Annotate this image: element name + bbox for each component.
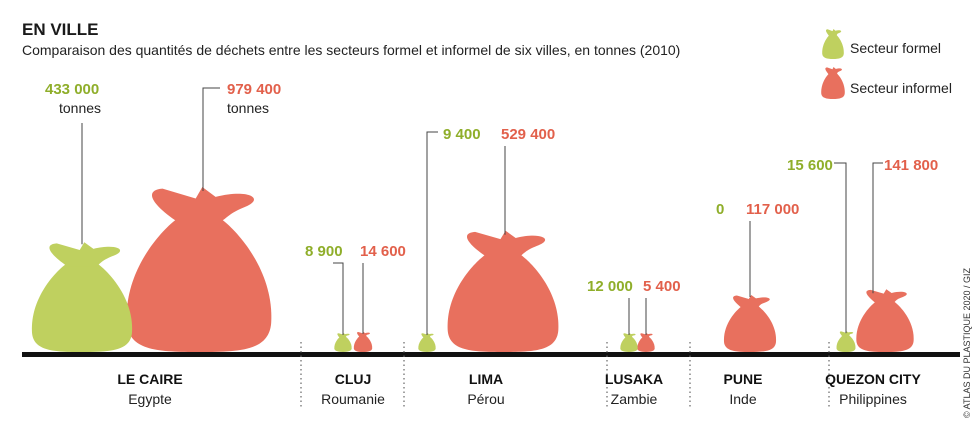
legend-label-informal: Secteur informel <box>850 80 952 96</box>
legend-item-informal: Secteur informel <box>821 67 952 99</box>
bag-formal-1 <box>334 333 352 352</box>
country-name-5: Philippines <box>839 391 907 407</box>
city-name-3: LUSAKA <box>605 371 663 387</box>
country-name-2: Pérou <box>467 391 504 407</box>
value-label-formal-3: 12 000 <box>587 278 633 295</box>
credit-text: © ATLAS DU PLASTIQUE 2020 / GIZ <box>962 267 972 418</box>
unit-label-informal-0: tonnes <box>227 100 269 116</box>
value-label-informal-5: 141 800 <box>884 157 938 174</box>
country-name-3: Zambie <box>611 391 658 407</box>
legend-swatch-formal <box>822 29 844 59</box>
unit-label-formal-0: tonnes <box>59 100 101 116</box>
bag-formal-3 <box>620 333 638 352</box>
bag-formal-2 <box>418 333 436 352</box>
city-dividers <box>300 342 830 408</box>
bag-formal-0 <box>31 242 133 352</box>
bag-informal-0 <box>126 187 272 352</box>
baseline <box>22 352 960 357</box>
leader-lines <box>81 87 883 335</box>
chart-subtitle: Comparaison des quantités de déchets ent… <box>22 42 680 58</box>
bag-informal-1 <box>353 331 373 352</box>
legend-swatch-informal <box>821 67 845 99</box>
leader-formal-1 <box>333 262 344 335</box>
country-name-1: Roumanie <box>321 391 385 407</box>
value-label-informal-2: 529 400 <box>501 126 555 143</box>
leader-formal-2 <box>426 131 438 335</box>
bag-informal-2 <box>447 230 559 352</box>
city-name-4: PUNE <box>724 371 763 387</box>
bag-informal-4 <box>723 294 777 352</box>
value-label-informal-0: 979 400 <box>227 81 281 98</box>
bag-formal-5 <box>836 331 856 352</box>
bags-layer <box>31 187 914 352</box>
legend-label-formal: Secteur formel <box>850 40 941 56</box>
leader-informal-0 <box>202 87 220 191</box>
leader-formal-5 <box>834 162 847 334</box>
city-name-0: LE CAIRE <box>117 371 182 387</box>
value-label-informal-1: 14 600 <box>360 243 406 260</box>
value-label-formal-5: 15 600 <box>787 157 833 174</box>
value-label-formal-1: 8 900 <box>305 243 343 260</box>
value-label-informal-4: 117 000 <box>746 201 799 218</box>
legend-bag-informal-icon <box>821 67 845 99</box>
city-name-2: LIMA <box>469 371 503 387</box>
legend-item-formal: Secteur formel <box>822 29 941 59</box>
city-name-1: CLUJ <box>335 371 372 387</box>
value-label-formal-4: 0 <box>716 201 724 218</box>
value-labels: 433 000 979 400 tonnes tonnes 8 900 14 600 9 4… <box>45 81 938 295</box>
city-labels: LE CAIRE Egypte CLUJ Roumanie LIMA Pérou LUSAK… <box>117 371 921 407</box>
value-label-formal-0: 433 000 <box>45 81 99 98</box>
value-label-formal-2: 9 400 <box>443 126 481 143</box>
city-name-5: QUEZON CITY <box>825 371 921 387</box>
bag-informal-5 <box>856 289 914 352</box>
chart-title: EN VILLE <box>22 20 99 39</box>
legend-bag-formal-icon <box>822 29 844 59</box>
leader-informal-5 <box>872 162 883 294</box>
value-label-informal-3: 5 400 <box>643 278 681 295</box>
legend: Secteur formel Secteur informel <box>821 29 952 99</box>
country-name-0: Egypte <box>128 391 172 407</box>
country-name-4: Inde <box>729 391 756 407</box>
bag-informal-3 <box>637 333 655 352</box>
